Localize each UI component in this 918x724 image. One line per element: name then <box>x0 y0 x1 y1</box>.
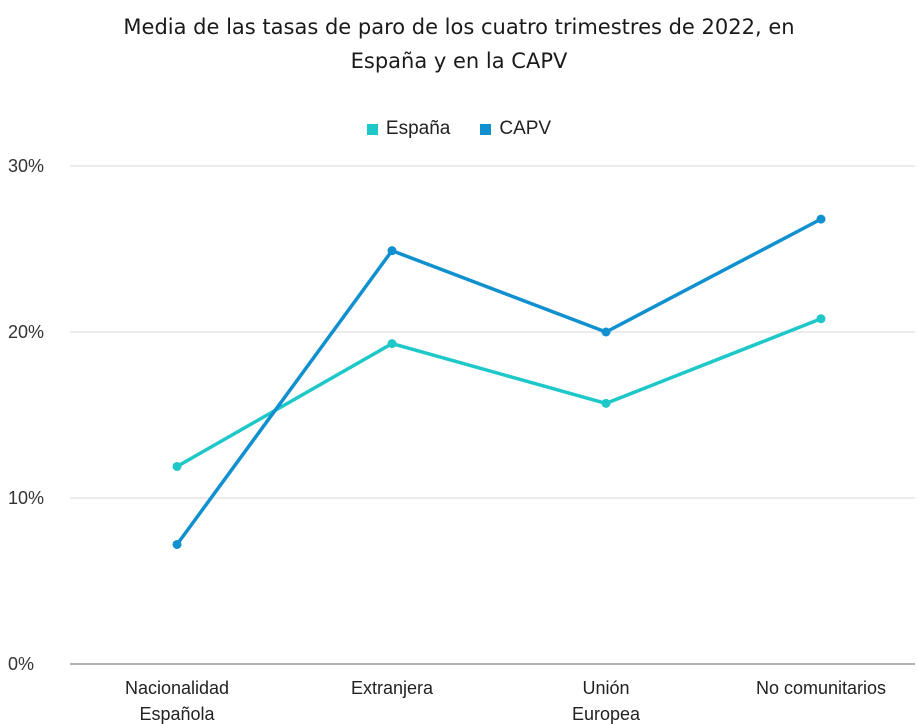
data-point-espana-1 <box>387 339 397 349</box>
legend-label-espana: España <box>385 118 451 139</box>
x-tick-label-3: No comunitarios <box>756 678 886 698</box>
data-point-capv-2 <box>601 327 611 337</box>
y-tick-label-30: 30% <box>8 156 44 176</box>
data-point-espana-0 <box>172 461 182 471</box>
x-tick-label-2: Unión Europea <box>572 678 641 724</box>
chart-title-line-2: España y en la CAPV <box>350 49 568 73</box>
y-tick-label-20: 20% <box>8 322 44 342</box>
data-point-capv-3 <box>816 214 826 224</box>
chart-title-line-1: Media de las tasas de paro de los cuatro… <box>123 15 795 39</box>
data-point-espana-2 <box>601 398 611 408</box>
data-point-capv-1 <box>387 246 397 256</box>
legend-swatch-capv <box>480 123 492 135</box>
y-tick-label-10: 10% <box>8 488 44 508</box>
legend-item-capv: CAPV <box>480 118 551 140</box>
chart-title: Media de las tasas de paro de los cuatro… <box>0 10 918 78</box>
data-point-espana-3 <box>816 314 826 324</box>
y-tick-label-0: 0% <box>8 654 34 674</box>
legend-swatch-espana <box>366 123 378 135</box>
data-point-capv-0 <box>172 539 182 549</box>
series-line-espana <box>175 316 823 469</box>
legend-label-capv: CAPV <box>499 118 552 139</box>
series-line-capv <box>175 217 823 547</box>
x-tick-label-1: Extranjera <box>351 678 434 698</box>
legend-item-espana: España <box>366 118 451 140</box>
chart-legend: España CAPV <box>0 118 918 140</box>
x-tick-label-0: Nacionalidad Española <box>125 678 229 724</box>
